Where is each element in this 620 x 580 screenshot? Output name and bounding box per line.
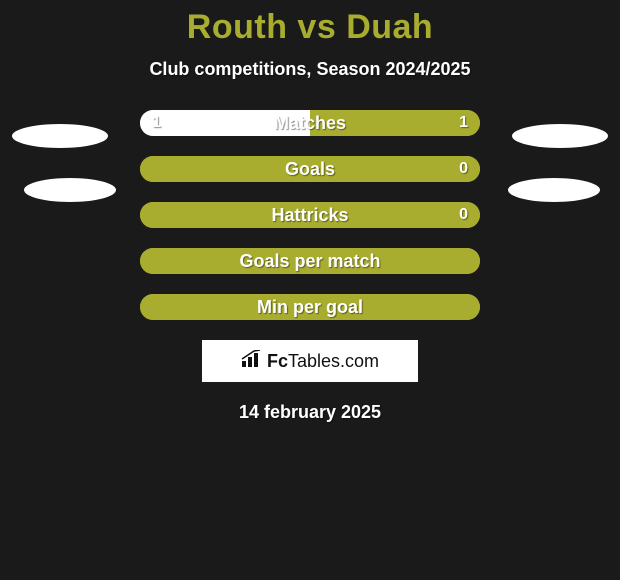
team-logo-left-1 <box>12 124 108 148</box>
vs-text: vs <box>297 8 336 46</box>
team-logo-right-1 <box>512 124 608 148</box>
footer-date: 14 february 2025 <box>0 402 620 423</box>
brand-attribution-box: FcTables.com <box>202 340 418 382</box>
page-title: Routh vs Duah <box>0 8 620 47</box>
player-right-name: Duah <box>346 8 433 46</box>
player-left-name: Routh <box>187 8 288 46</box>
comparison-infographic: Routh vs Duah Club competitions, Season … <box>0 0 620 580</box>
team-logo-left-2 <box>24 178 116 202</box>
stat-value-right: 0 <box>459 156 468 182</box>
stat-row: Hattricks0 <box>140 202 480 228</box>
stat-row: Min per goal <box>140 294 480 320</box>
stat-label: Goals <box>140 156 480 182</box>
stat-value-right: 1 <box>459 110 468 136</box>
subtitle-text: Club competitions, Season 2024/2025 <box>0 59 620 80</box>
brand-main: Tables <box>288 351 340 371</box>
brand-suffix: .com <box>340 351 379 371</box>
stat-value-right: 0 <box>459 202 468 228</box>
stat-label: Min per goal <box>140 294 480 320</box>
brand-text: FcTables.com <box>267 351 379 372</box>
team-logo-right-2 <box>508 178 600 202</box>
brand-prefix: Fc <box>267 351 288 371</box>
bar-chart-icon <box>241 350 263 373</box>
stat-row: Goals per match <box>140 248 480 274</box>
stat-label: Matches <box>140 110 480 136</box>
stat-row: Goals0 <box>140 156 480 182</box>
stat-value-left: 1 <box>152 110 161 136</box>
stat-row: Matches1 1 <box>140 110 480 136</box>
stat-label: Hattricks <box>140 202 480 228</box>
stat-label: Goals per match <box>140 248 480 274</box>
